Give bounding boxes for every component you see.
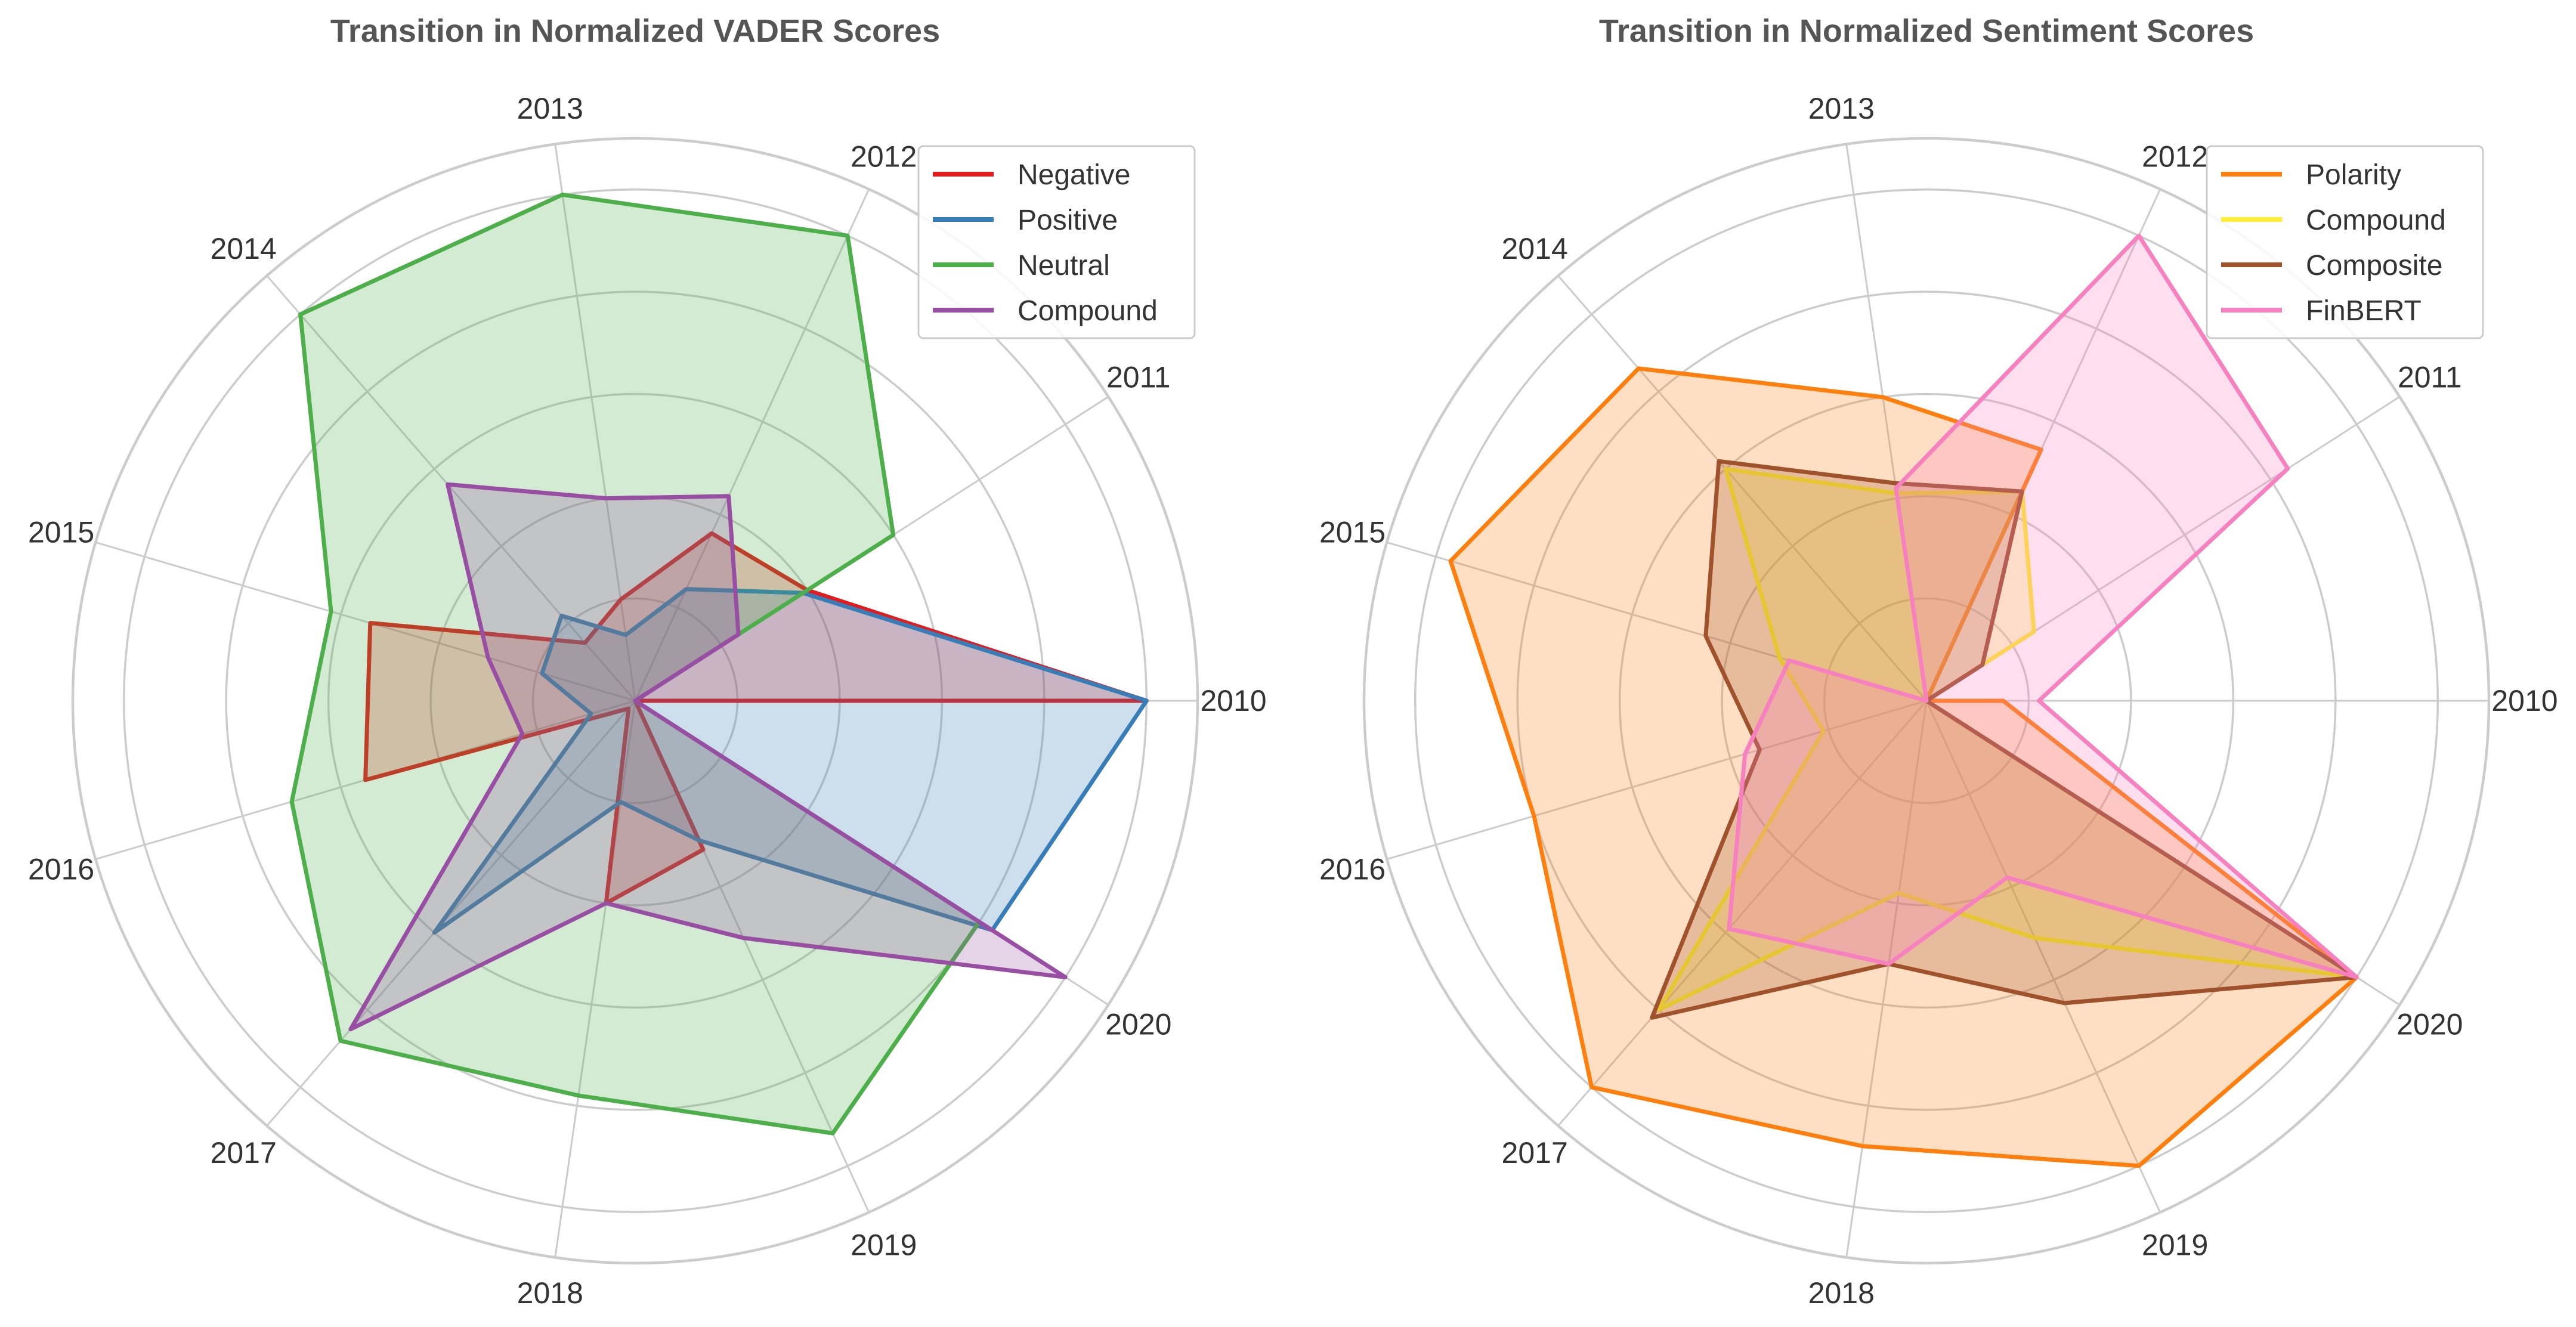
spoke-2019: [1925, 700, 2161, 1213]
chart-title: Transition in Normalized VADER Scores: [330, 13, 940, 49]
series-fill-polarity: [1451, 368, 2357, 1166]
year-label: 2018: [517, 1276, 583, 1310]
legend-label-neutral: Neutral: [1018, 250, 1110, 282]
series-layer: [289, 193, 1149, 1136]
series-line-positive: [432, 587, 1149, 935]
year-labels: 2010 2011 2012 2013 2014 2015 2016 2017 2018 2019…: [1319, 92, 2558, 1310]
year-label: 2015: [28, 515, 94, 549]
vader-radar-chart: Transition in Normalized VADER Scores 20…: [28, 13, 1267, 1310]
spoke-2018: [1845, 700, 1928, 1258]
year-label: 2020: [2396, 1007, 2463, 1041]
year-label: 2014: [211, 232, 277, 265]
year-label: 2020: [1105, 1007, 1171, 1041]
legend-label-compound: Compound: [1018, 295, 1158, 327]
series-layer: [1448, 233, 2359, 1168]
year-label: 2015: [1319, 515, 1386, 549]
legend-box: [2206, 145, 2484, 339]
year-label: 2018: [1808, 1276, 1875, 1310]
chart-title: Transition in Normalized Sentiment Score…: [1599, 13, 2254, 49]
spoke-2017: [266, 700, 636, 1127]
year-label: 2016: [1319, 853, 1386, 886]
sentiment-radar-chart: Transition in Normalized Sentiment Score…: [1319, 13, 2558, 1310]
spoke-2013: [554, 144, 636, 701]
year-label: 2010: [2491, 684, 2558, 717]
legend-label-polarity: Polarity: [2306, 159, 2401, 191]
year-label: 2017: [211, 1136, 277, 1170]
spoke-2017: [1557, 700, 1928, 1127]
series-fill-compound: [1658, 469, 2357, 1010]
year-label: 2012: [2142, 140, 2208, 174]
series-line-negative: [363, 531, 1149, 905]
spoke-2014: [1557, 275, 1928, 701]
series-fill-compound: [350, 484, 1066, 1029]
series-line-compound: [348, 482, 1068, 1032]
spoke-2018: [554, 700, 636, 1258]
year-label: 2019: [2142, 1228, 2208, 1261]
spoke-2014: [266, 275, 636, 701]
year-label: 2013: [517, 92, 583, 125]
series-fill-composite: [1652, 461, 2357, 1018]
year-label: 2019: [851, 1228, 917, 1261]
year-label: 2016: [28, 853, 94, 886]
series-line-neutral: [289, 193, 982, 1136]
series-fill-positive: [434, 589, 1147, 933]
legend-label-positive: Positive: [1018, 205, 1118, 236]
spoke-2016: [1386, 700, 1927, 861]
series-line-compound: [1656, 466, 2359, 1012]
year-label: 2012: [851, 140, 917, 174]
legend: Polarity Compound Composite FinBERT: [2206, 145, 2484, 339]
year-label: 2017: [1502, 1136, 1568, 1170]
year-label: 2011: [2398, 361, 2462, 394]
series-fill-neutral: [292, 194, 979, 1134]
series-line-finbert: [1727, 233, 2359, 979]
year-label: 2013: [1808, 92, 1875, 125]
year-labels: 2010 2011 2012 2013 2014 2015 2016 2017 2018 2019…: [28, 92, 1267, 1310]
series-fill-negative: [365, 533, 1147, 904]
year-label: 2010: [1200, 684, 1266, 717]
series-fill-finbert: [1728, 236, 2357, 978]
legend-box: [917, 145, 1196, 339]
radar-grid: [1362, 137, 2491, 1265]
legend-label-finbert: FinBERT: [2306, 295, 2422, 327]
year-label: 2011: [1106, 361, 1171, 394]
series-line-composite: [1650, 459, 2359, 1020]
legend-label-negative: Negative: [1018, 159, 1130, 191]
legend-label-compound: Compound: [2306, 205, 2446, 236]
legend-label-composite: Composite: [2306, 250, 2442, 282]
year-label: 2014: [1502, 232, 1568, 265]
legend: Negative Positive Neutral Compound: [917, 145, 1196, 339]
spoke-2012: [634, 188, 870, 701]
